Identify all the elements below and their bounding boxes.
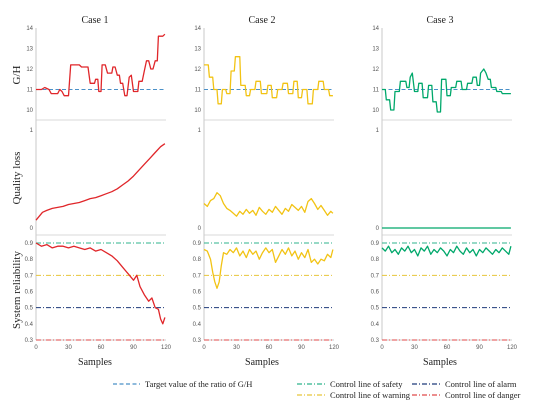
x-tick-case3-0: 0 bbox=[380, 345, 384, 351]
y-tick-gh-case2-0: 10 bbox=[194, 108, 201, 114]
legend-item-alarm: Control line of alarm bbox=[412, 379, 517, 389]
y-tick-sr-case3-0: 0.3 bbox=[371, 338, 380, 344]
y-tick-sr-case3-5: 0.8 bbox=[371, 257, 380, 263]
legend-label-danger: Control line of danger bbox=[445, 390, 520, 400]
y-tick-sr-case3-6: 0.9 bbox=[371, 241, 380, 247]
x-tick-case1-1: 30 bbox=[65, 345, 72, 351]
y-tick-gh-case3-3: 13 bbox=[372, 47, 379, 53]
legend-label-safety: Control line of safety bbox=[330, 379, 403, 389]
x-tick-case2-0: 0 bbox=[202, 345, 206, 351]
y-tick-sr-case3-1: 0.4 bbox=[371, 322, 380, 328]
y-tick-gh-case1-0: 10 bbox=[26, 108, 33, 114]
x-axis-label-case1: Samples bbox=[78, 357, 112, 368]
y-tick-sr-case1-3: 0.6 bbox=[25, 290, 34, 296]
legend-item-target: Target value of the ratio of G/H bbox=[113, 379, 252, 389]
row-label-quality-loss: Quality loss bbox=[11, 152, 23, 205]
y-tick-gh-case2-4: 14 bbox=[194, 26, 201, 32]
x-axis-label-case2: Samples bbox=[245, 357, 279, 368]
y-tick-gh-case3-0: 10 bbox=[372, 108, 379, 114]
y-tick-gh-case2-1: 11 bbox=[195, 88, 202, 94]
x-tick-case3-3: 90 bbox=[476, 345, 483, 351]
series-case1-gh bbox=[36, 33, 166, 97]
series-case2-gh bbox=[204, 56, 333, 105]
legend-label-target: Target value of the ratio of G/H bbox=[145, 379, 252, 389]
y-tick-ql-case1-1: 1 bbox=[30, 128, 34, 134]
x-tick-case1-3: 90 bbox=[130, 345, 137, 351]
legend-label-alarm: Control line of alarm bbox=[445, 379, 517, 389]
x-axis-label-case3: Samples bbox=[423, 357, 457, 368]
y-tick-sr-case2-5: 0.8 bbox=[193, 257, 202, 263]
legend-item-danger: Control line of danger bbox=[412, 390, 520, 400]
y-tick-gh-case3-1: 11 bbox=[373, 88, 380, 94]
y-tick-sr-case1-4: 0.7 bbox=[25, 273, 34, 279]
legend-item-safety: Control line of safety bbox=[297, 379, 403, 389]
row-label-gh: G/H bbox=[11, 65, 23, 84]
legend: Target value of the ratio of G/H Control… bbox=[113, 379, 520, 400]
x-tick-case2-2: 60 bbox=[266, 345, 273, 351]
y-tick-sr-case3-2: 0.5 bbox=[371, 306, 380, 312]
legend-item-warning: Control line of warning bbox=[297, 390, 411, 400]
y-tick-sr-case1-6: 0.9 bbox=[25, 241, 34, 247]
y-tick-gh-case3-4: 14 bbox=[372, 26, 379, 32]
series-case1-sr bbox=[35, 242, 166, 325]
y-tick-sr-case1-0: 0.3 bbox=[25, 338, 34, 344]
y-tick-ql-case3-0: 0 bbox=[376, 226, 380, 232]
row-label-system-reliability: System reliability bbox=[11, 251, 23, 329]
column-title-case2: Case 2 bbox=[249, 15, 276, 26]
series-case2-sr bbox=[203, 247, 334, 289]
legend-label-warning: Control line of warning bbox=[330, 390, 411, 400]
y-tick-sr-case3-3: 0.6 bbox=[371, 290, 380, 296]
series-case1-ql bbox=[35, 143, 166, 221]
x-tick-case1-2: 60 bbox=[98, 345, 105, 351]
y-tick-sr-case3-4: 0.7 bbox=[371, 273, 380, 279]
y-tick-sr-case1-5: 0.8 bbox=[25, 257, 34, 263]
y-tick-sr-case2-3: 0.6 bbox=[193, 290, 202, 296]
x-tick-case3-1: 30 bbox=[411, 345, 418, 351]
y-tick-ql-case1-0: 0 bbox=[30, 226, 34, 232]
column-title-case1: Case 1 bbox=[82, 15, 109, 26]
y-tick-sr-case2-4: 0.7 bbox=[193, 273, 202, 279]
y-tick-sr-case1-1: 0.4 bbox=[25, 322, 34, 328]
x-tick-case3-4: 120 bbox=[507, 345, 518, 351]
y-tick-gh-case1-3: 13 bbox=[26, 47, 33, 53]
x-tick-case3-2: 60 bbox=[444, 345, 451, 351]
y-tick-ql-case2-0: 0 bbox=[198, 226, 202, 232]
x-tick-case2-1: 30 bbox=[233, 345, 240, 351]
x-tick-case2-4: 120 bbox=[329, 345, 340, 351]
y-tick-sr-case2-1: 0.4 bbox=[193, 322, 202, 328]
y-tick-gh-case2-2: 12 bbox=[194, 67, 201, 73]
y-tick-gh-case1-1: 11 bbox=[27, 88, 34, 94]
x-tick-case2-3: 90 bbox=[298, 345, 305, 351]
series-case2-ql bbox=[203, 192, 334, 217]
y-tick-sr-case2-0: 0.3 bbox=[193, 338, 202, 344]
series-case3-gh bbox=[382, 68, 511, 113]
y-tick-ql-case3-1: 1 bbox=[376, 128, 380, 134]
y-tick-sr-case1-2: 0.5 bbox=[25, 306, 34, 312]
y-tick-gh-case1-4: 14 bbox=[26, 26, 33, 32]
y-tick-gh-case3-2: 12 bbox=[372, 67, 379, 73]
y-tick-sr-case2-6: 0.9 bbox=[193, 241, 202, 247]
column-title-case3: Case 3 bbox=[427, 15, 454, 26]
y-tick-gh-case2-3: 13 bbox=[194, 47, 201, 53]
x-tick-case1-0: 0 bbox=[34, 345, 38, 351]
x-tick-case1-4: 120 bbox=[161, 345, 172, 351]
series-case3-sr bbox=[381, 245, 512, 257]
y-tick-ql-case2-1: 1 bbox=[198, 128, 202, 134]
y-tick-gh-case1-2: 12 bbox=[26, 67, 33, 73]
y-tick-sr-case2-2: 0.5 bbox=[193, 306, 202, 312]
